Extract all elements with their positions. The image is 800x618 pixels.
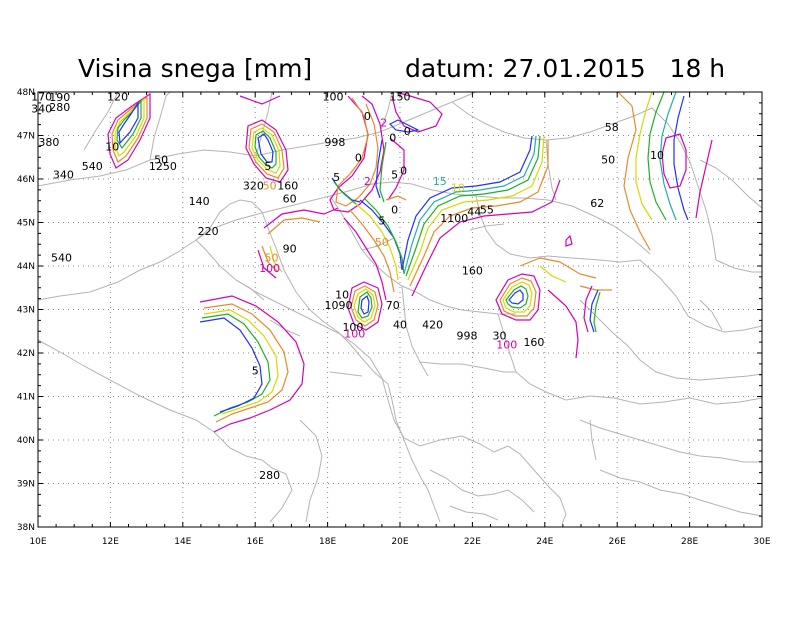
value-label: 0 — [404, 125, 411, 138]
hour-label: 18 h — [669, 54, 726, 83]
x-tick-label: 28E — [681, 537, 698, 547]
value-label: 160 — [462, 264, 483, 277]
contour-value-label: 2 — [364, 175, 371, 188]
map-frame — [37, 91, 763, 528]
value-label: 100 — [342, 321, 363, 334]
x-tick-label: 10E — [29, 537, 46, 547]
y-tick-label: 39N — [17, 480, 35, 490]
value-label: 60 — [283, 193, 297, 206]
x-tick-label: 30E — [753, 537, 770, 547]
value-label: 540 — [51, 251, 72, 264]
value-label: 420 — [422, 319, 443, 332]
value-label: 320 — [243, 180, 264, 193]
y-tick-label: 47N — [17, 132, 35, 142]
x-tick-label: 14E — [174, 537, 191, 547]
value-label: 280 — [49, 101, 70, 114]
date-hour-title: datum: 27.01.2015 18 h — [405, 54, 725, 83]
x-tick-label: 12E — [102, 537, 119, 547]
y-tick-label: 42N — [17, 349, 35, 359]
value-label: 340 — [31, 103, 52, 116]
snow-depth-contours — [107, 91, 713, 433]
value-label: 1250 — [149, 160, 177, 173]
date-label: datum: 27.01.2015 — [405, 54, 646, 83]
y-tick-label: 46N — [17, 175, 35, 185]
value-label: 160 — [523, 336, 544, 349]
value-label: 5 — [391, 169, 398, 182]
value-label: 160 — [277, 180, 298, 193]
x-tick-label: 26E — [609, 537, 626, 547]
contour-value-label: 10 — [451, 182, 465, 195]
y-tick-label: 43N — [17, 306, 35, 316]
contour-value-label: 10 — [650, 149, 664, 162]
value-label: 58 — [605, 121, 619, 134]
contour-value-label: 15 — [433, 175, 447, 188]
x-tick-label: 20E — [391, 537, 408, 547]
value-label: 10 — [105, 140, 119, 153]
value-label: 40 — [393, 319, 407, 332]
value-label: 120 — [107, 90, 128, 103]
value-label: 30 — [493, 330, 507, 343]
value-label: 1100 — [440, 212, 468, 225]
y-tick-label: 38N — [17, 523, 35, 533]
value-label: 998 — [324, 136, 345, 149]
value-label: 140 — [189, 195, 210, 208]
map-title: Visina snega [mm] datum: 27.01.2015 18 h — [0, 0, 800, 90]
value-label: 0 — [389, 132, 396, 145]
value-label: 0 — [400, 164, 407, 177]
value-label: 5 — [333, 171, 340, 184]
value-label: 90 — [283, 243, 297, 256]
contour-value-label: 50 — [264, 251, 278, 264]
value-label: 0 — [355, 151, 362, 164]
value-label: 0 — [391, 203, 398, 216]
y-tick-label: 45N — [17, 219, 35, 229]
contour-value-label: 100 — [344, 327, 365, 340]
contour-value-label: 100 — [496, 338, 517, 351]
x-tick-label: 16E — [247, 537, 264, 547]
value-label: 5 — [378, 214, 385, 227]
value-label: 190 — [49, 91, 70, 104]
contour-labels: 1901703402801203805403405012501014022054… — [31, 90, 664, 481]
y-tick-label: 40N — [17, 436, 35, 446]
value-label: 540 — [82, 160, 103, 173]
value-label: 170 — [31, 90, 52, 103]
value-label: 10 — [335, 288, 349, 301]
x-tick-label: 18E — [319, 537, 336, 547]
value-label: 380 — [38, 136, 59, 149]
value-label: 280 — [259, 469, 280, 482]
y-tick-label: 48N — [17, 88, 35, 98]
variable-title: Visina snega [mm] — [78, 54, 313, 83]
contour-value-label: 50 — [263, 180, 277, 193]
value-label: 5 — [252, 364, 259, 377]
value-label: 62 — [590, 197, 604, 210]
value-label: 220 — [198, 225, 219, 238]
value-label: 50 — [154, 153, 168, 166]
value-label: 1090 — [324, 299, 352, 312]
value-label: 340 — [53, 169, 74, 182]
x-tick-label: 24E — [536, 537, 553, 547]
value-label: 44 — [467, 206, 481, 219]
value-label: 5 — [264, 160, 271, 173]
y-tick-label: 41N — [17, 393, 35, 403]
value-label: 998 — [456, 330, 477, 343]
y-tick-label: 44N — [17, 262, 35, 272]
value-label: 70 — [386, 299, 400, 312]
x-tick-label: 22E — [464, 537, 481, 547]
contour-value-label: 2 — [380, 116, 387, 129]
coastline-borders — [37, 91, 763, 525]
contour-value-label: 50 — [375, 236, 389, 249]
value-label: 55 — [480, 203, 494, 216]
value-label: 0 — [364, 110, 371, 123]
contour-value-label: 100 — [259, 262, 280, 275]
value-label: 50 — [601, 153, 615, 166]
